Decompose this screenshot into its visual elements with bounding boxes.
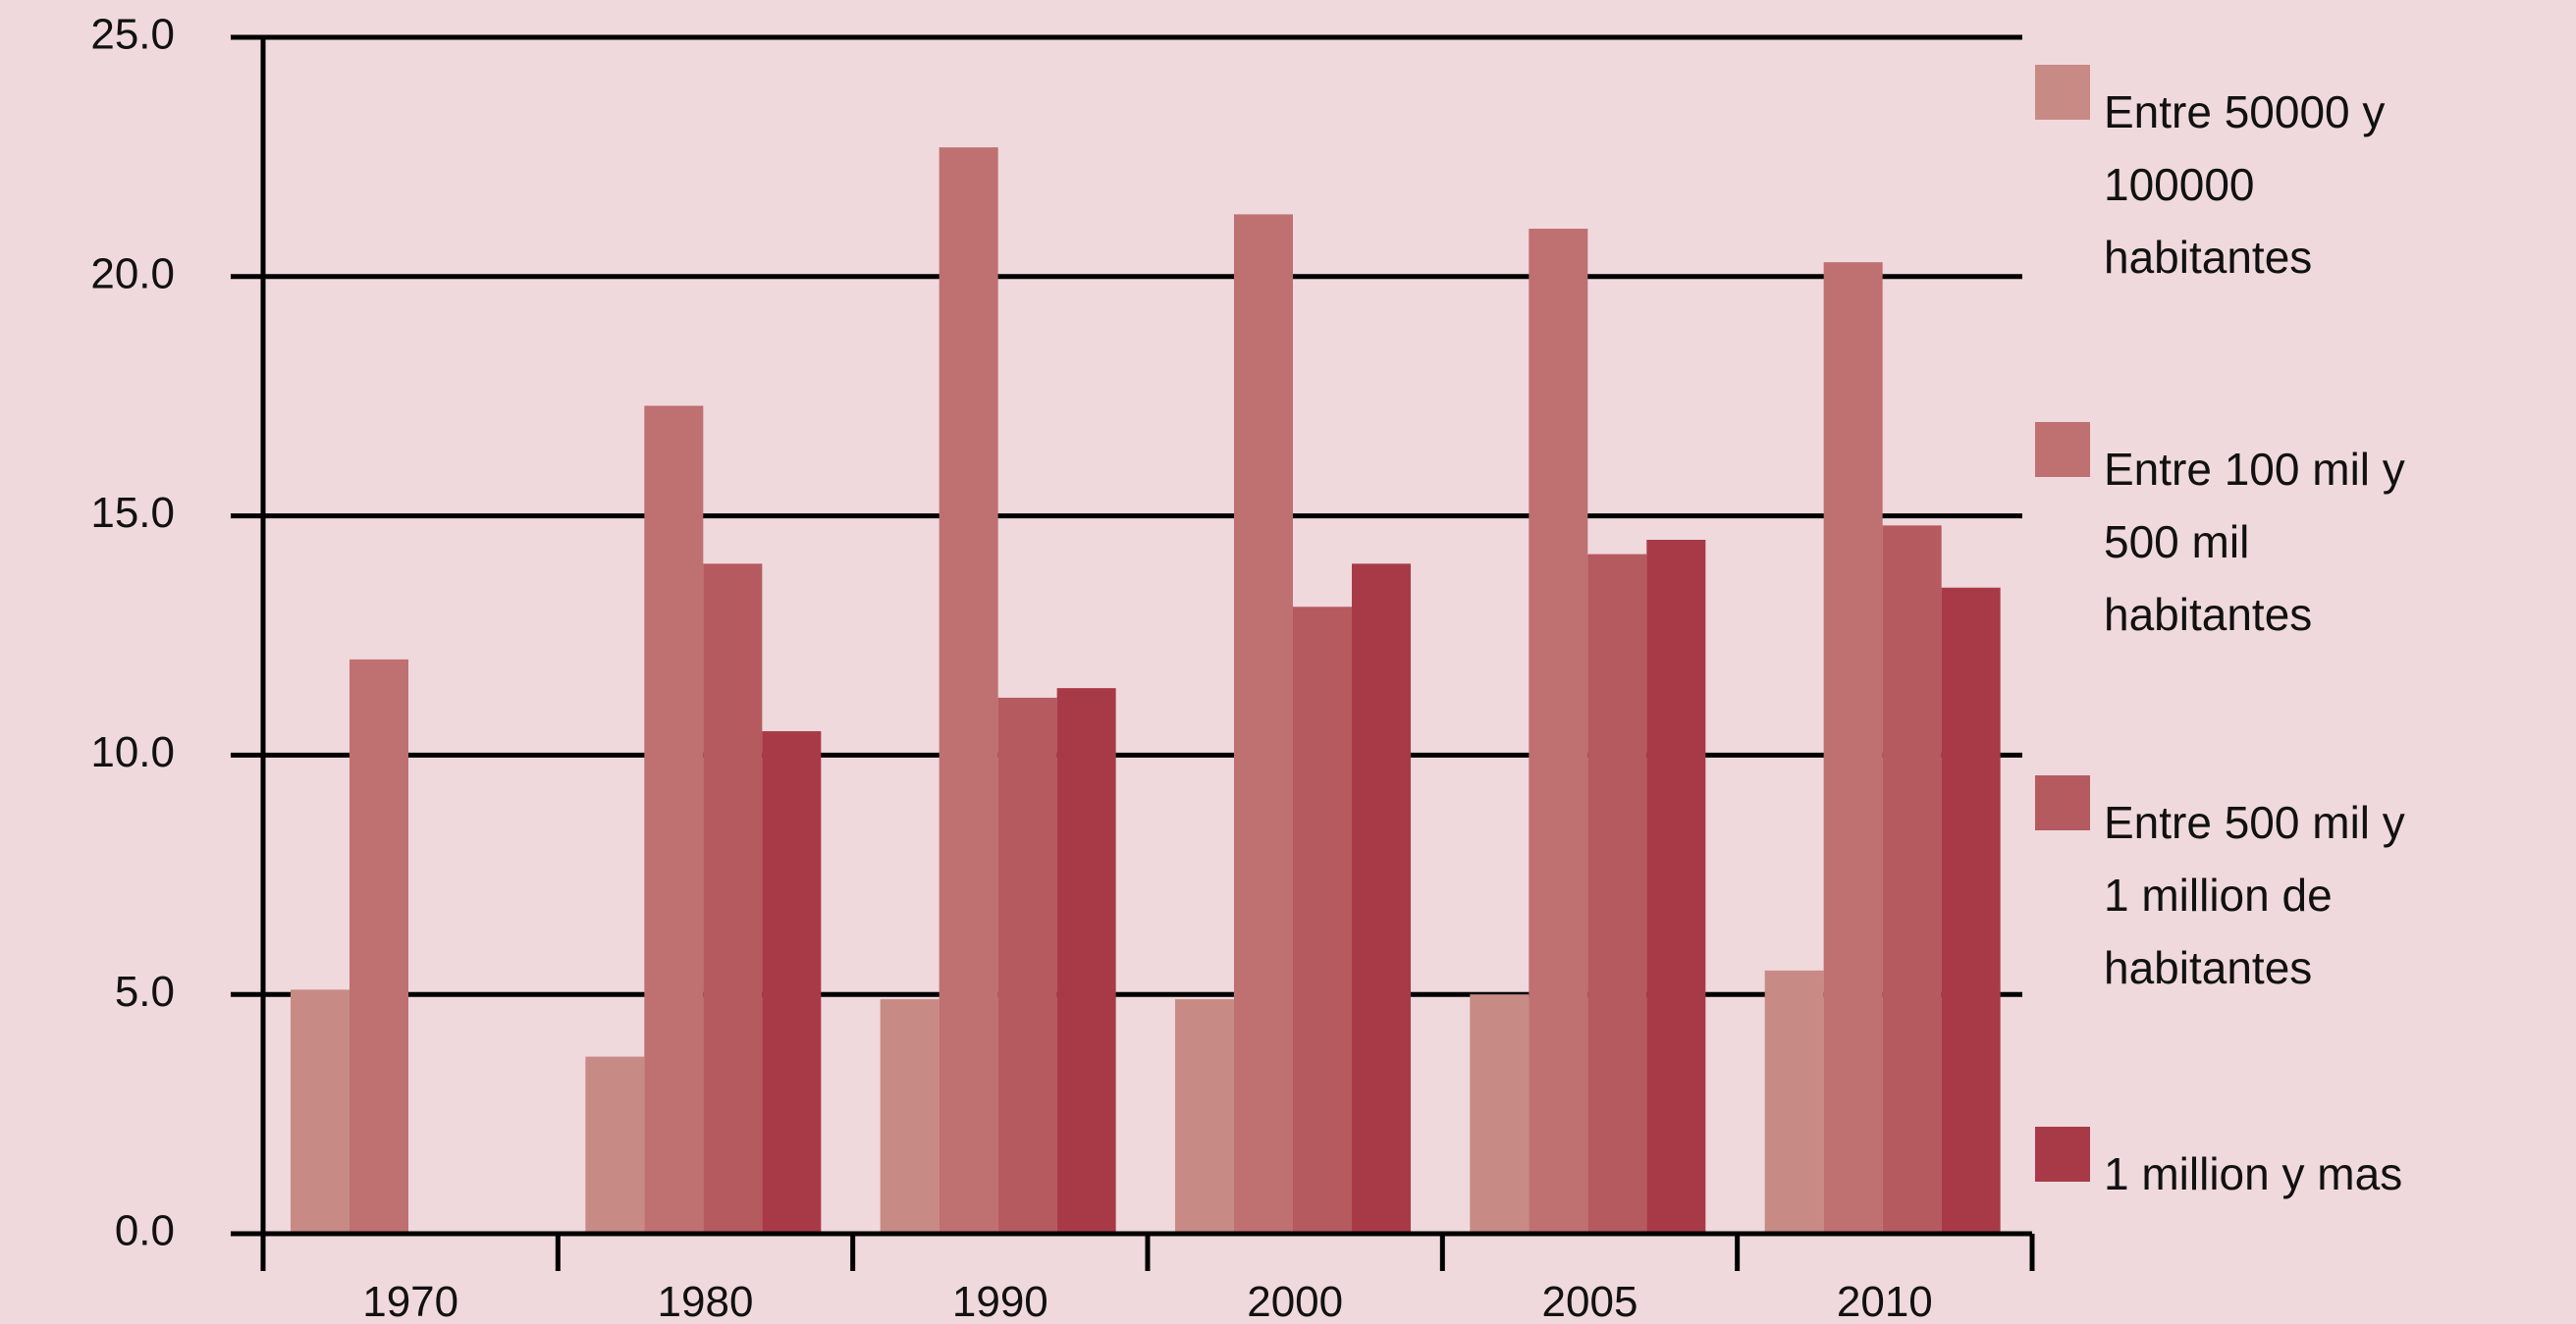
- legend-label-2: Entre 500 mil y 1 million de habitantes: [2104, 797, 2405, 993]
- bar-s3-1980: [762, 731, 822, 1234]
- axes: 0.0 5.0 10.0 15.0 20.0 25.0 1970 1980 1990 2000 20…: [90, 11, 2035, 1324]
- bar-s0-2000: [1175, 999, 1234, 1234]
- x-tick-label: 1970: [362, 1278, 458, 1324]
- legend-label-3: 1 million y mas: [2104, 1148, 2402, 1199]
- legend-swatch-2: [2035, 775, 2090, 830]
- legend-label-line: 1 million y mas: [2104, 1148, 2402, 1199]
- bar-s1-1970: [349, 659, 408, 1234]
- y-tick-label: 10.0: [90, 728, 175, 776]
- bar-s1-2005: [1529, 229, 1588, 1235]
- x-tick-label: 2005: [1542, 1278, 1638, 1324]
- y-tick-label: 25.0: [90, 11, 175, 59]
- y-tick-label: 0.0: [115, 1207, 175, 1255]
- bar-s2-1990: [997, 697, 1057, 1234]
- legend-swatch-1: [2035, 422, 2090, 477]
- bar-s0-1970: [291, 989, 349, 1234]
- legend-label-line: habitantes: [2104, 942, 2312, 993]
- legend-swatch-3: [2035, 1127, 2090, 1182]
- legend-label-1: Entre 100 mil y 500 mil habitantes: [2104, 444, 2405, 640]
- bar-s1-2010: [1823, 262, 1883, 1234]
- x-tick-label: 2000: [1247, 1278, 1343, 1324]
- bar-s3-1990: [1056, 688, 1116, 1234]
- legend-label-line: Entre 50000 y: [2104, 86, 2385, 137]
- legend-label-line: 1 million de: [2104, 870, 2333, 921]
- bar-s2-2005: [1587, 554, 1647, 1234]
- bar-s0-2010: [1764, 970, 1824, 1234]
- legend-label-line: Entre 100 mil y: [2104, 444, 2405, 495]
- y-tick-label: 20.0: [90, 249, 175, 297]
- x-tick-label: 2010: [1837, 1278, 1933, 1324]
- bar-s1-2000: [1234, 214, 1293, 1235]
- bar-s0-1980: [585, 1056, 645, 1234]
- bar-s1-1980: [644, 405, 704, 1234]
- y-tick-label: 5.0: [115, 968, 175, 1016]
- legend-label-line: habitantes: [2104, 232, 2312, 283]
- bars: [291, 147, 2001, 1235]
- legend-label-line: 100000: [2104, 159, 2255, 210]
- bar-s2-2000: [1293, 607, 1352, 1234]
- bar-s0-2005: [1470, 994, 1530, 1234]
- legend-label-line: habitantes: [2104, 589, 2312, 640]
- bar-s3-2005: [1646, 539, 1706, 1234]
- legend-label-line: 500 mil: [2104, 516, 2249, 567]
- bar-s0-1990: [880, 999, 939, 1234]
- bar-s3-2000: [1352, 563, 1411, 1234]
- x-tick-label: 1990: [952, 1278, 1048, 1324]
- bar-s1-1990: [939, 147, 998, 1235]
- legend-label-line: Entre 500 mil y: [2104, 797, 2405, 848]
- bar-s2-2010: [1882, 525, 1942, 1234]
- y-tick-label: 15.0: [90, 489, 175, 537]
- bar-s2-1980: [703, 563, 763, 1234]
- x-tick-label: 1980: [658, 1278, 754, 1324]
- legend-label-0: Entre 50000 y 100000 habitantes: [2104, 86, 2385, 283]
- bar-s3-2010: [1941, 587, 2001, 1234]
- legend-swatch-0: [2035, 65, 2090, 120]
- gridlines: [231, 34, 2022, 1237]
